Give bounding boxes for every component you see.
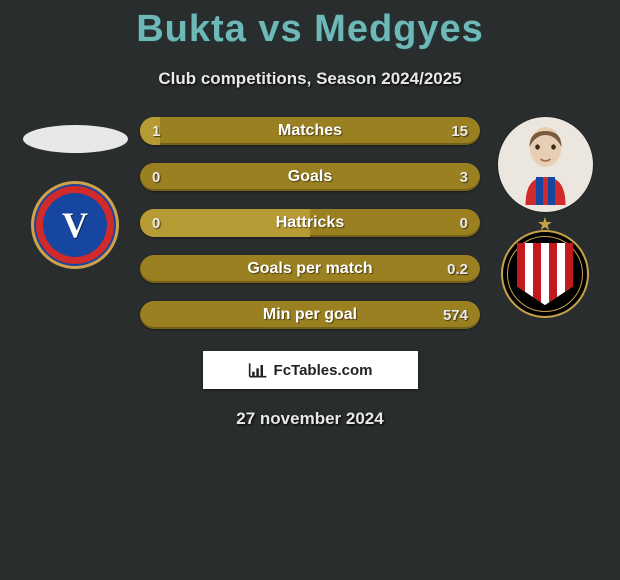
watermark-text: FcTables.com <box>274 362 373 379</box>
stat-bar: Min per goal 574 <box>140 301 480 329</box>
stat-bar: 1 Matches 15 <box>140 117 480 145</box>
right-column <box>490 117 600 318</box>
club-badge-left: V <box>31 181 119 269</box>
left-column: V <box>20 117 130 269</box>
player-left-name: Bukta <box>136 8 247 50</box>
stat-bar: 0 Goals 3 <box>140 163 480 191</box>
comparison-content: V 1 Matches 15 0 Goals 3 0 Hattricks 0 G… <box>0 117 620 329</box>
stat-bars: 1 Matches 15 0 Goals 3 0 Hattricks 0 Goa… <box>140 117 480 329</box>
stat-label: Goals <box>140 168 480 186</box>
player-left-avatar <box>23 125 128 153</box>
stat-bar: 0 Hattricks 0 <box>140 209 480 237</box>
date-label: 27 november 2024 <box>0 409 620 429</box>
chart-icon <box>248 361 268 379</box>
stat-label: Hattricks <box>140 214 480 232</box>
page-title: Bukta vs Medgyes <box>0 0 620 51</box>
club-badge-right <box>501 230 589 318</box>
stat-right-value: 15 <box>451 117 468 145</box>
subtitle: Club competitions, Season 2024/2025 <box>0 69 620 89</box>
stat-right-value: 0.2 <box>447 255 468 283</box>
vs-label: vs <box>258 8 302 50</box>
player-right-avatar <box>498 117 593 212</box>
stat-right-value: 574 <box>443 301 468 329</box>
stat-right-value: 0 <box>460 209 468 237</box>
vasas-badge-icon: V <box>62 204 88 246</box>
person-icon <box>513 125 578 205</box>
stat-label: Matches <box>140 122 480 140</box>
stat-bar: Goals per match 0.2 <box>140 255 480 283</box>
stat-label: Min per goal <box>140 306 480 324</box>
watermark[interactable]: FcTables.com <box>203 351 418 389</box>
player-right-name: Medgyes <box>314 8 484 50</box>
stat-right-value: 3 <box>460 163 468 191</box>
stat-label: Goals per match <box>140 260 480 278</box>
